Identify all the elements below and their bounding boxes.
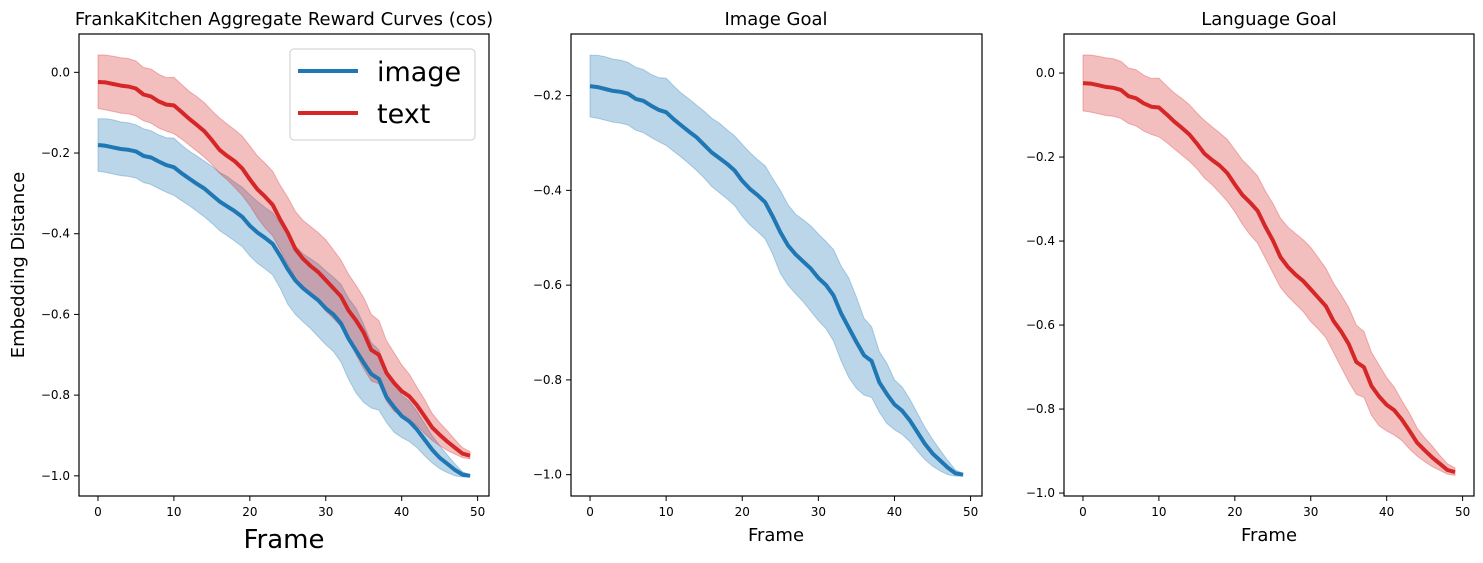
x-tick-label: 10 [166, 505, 181, 519]
y-tick-label: 0.0 [1036, 66, 1055, 80]
legend: image text [289, 48, 476, 141]
confidence-bands [1082, 54, 1456, 476]
text-mean-line [97, 80, 471, 458]
y-tick-label: −1.0 [41, 469, 70, 483]
y-tick-label: −0.6 [533, 278, 562, 292]
mean-lines [97, 80, 471, 478]
x-tick-label: 20 [735, 505, 750, 519]
y-tick-label: −0.6 [41, 307, 70, 321]
y-ticks: 0.0 −0.2 −0.4 −0.6 −0.8 −1.0 [1026, 66, 1064, 500]
subplot-language-goal: Language Goal 0 10 20 30 40 50 0.0 −0.2 −0.4 −0.… [1026, 9, 1475, 546]
text-confidence-band [1082, 54, 1456, 476]
subplot-image-goal: Image Goal 0 10 20 30 40 50 −0.2−0.4−0.6−0.8−… [533, 9, 983, 546]
x-axis-label: Frame [748, 525, 804, 546]
y-tick-label: −0.8 [533, 373, 562, 387]
x-tick-label: 50 [470, 505, 485, 519]
confidence-bands [589, 54, 964, 477]
x-tick-label: 50 [963, 505, 978, 519]
x-tick-label: 40 [887, 505, 902, 519]
x-tick-label: 0 [1079, 505, 1087, 519]
subplot-title: FrankaKitchen Aggregate Reward Curves (c… [75, 9, 493, 30]
y-tick-label: −0.8 [1026, 402, 1055, 416]
y-tick-label: −0.8 [41, 388, 70, 402]
y-tick-label: −1.0 [533, 468, 562, 482]
y-tick-label: −0.2 [533, 89, 562, 103]
x-tick-label: 50 [1455, 505, 1470, 519]
x-tick-label: 20 [242, 505, 257, 519]
x-tick-label: 30 [811, 505, 826, 519]
mean-lines [589, 84, 964, 477]
x-tick-label: 30 [318, 505, 333, 519]
y-tick-label: −0.4 [533, 183, 562, 197]
x-tick-label: 0 [94, 505, 102, 519]
y-tick-label: −1.0 [1026, 486, 1055, 500]
y-axis-label: Embedding Distance [8, 172, 29, 359]
y-tick-label: −0.4 [1026, 234, 1055, 248]
y-tick-label: −0.4 [41, 227, 70, 241]
x-tick-label: 10 [658, 505, 673, 519]
subplot-title: Image Goal [724, 9, 827, 30]
x-tick-label: 0 [586, 505, 594, 519]
x-tick-label: 40 [394, 505, 409, 519]
x-ticks: 0 10 20 30 40 50 [94, 496, 485, 519]
axes-frame [78, 33, 490, 497]
x-tick-label: 40 [1379, 505, 1394, 519]
x-ticks: 0 10 20 30 40 50 [1079, 496, 1470, 519]
y-tick-label: 0.0 [51, 65, 70, 79]
legend-label-image: image [377, 57, 461, 88]
y-ticks: 0.0 −0.2 −0.4 −0.6 −0.8 −1.0 [41, 65, 79, 483]
axes-frame [570, 33, 983, 497]
y-tick-label: −0.2 [1026, 150, 1055, 164]
x-ticks: 0 10 20 30 40 50 [586, 496, 978, 519]
text-confidence-band [97, 54, 471, 460]
image-confidence-band [589, 54, 964, 477]
image-mean-line [97, 143, 471, 478]
y-tick-label: −0.2 [41, 146, 70, 160]
axes-frame [1063, 33, 1475, 497]
y-ticks: −0.2 −0.4 −0.6 −0.8 −1.0 [533, 89, 571, 482]
x-axis-label: Frame [243, 525, 324, 555]
subplot-title: Language Goal [1201, 9, 1337, 30]
x-tick-label: 30 [1303, 505, 1318, 519]
y-tick-label: −0.6 [1026, 318, 1055, 332]
image-confidence-band [97, 118, 471, 478]
image-mean-line [589, 84, 964, 477]
x-tick-label: 20 [1227, 505, 1242, 519]
text-mean-line [1082, 81, 1456, 475]
subplot-aggregate: FrankaKitchen Aggregate Reward Curves (c… [8, 9, 493, 555]
confidence-bands [97, 54, 471, 478]
x-axis-label: Frame [1241, 525, 1297, 546]
x-tick-label: 10 [1151, 505, 1166, 519]
mean-lines [1082, 81, 1456, 475]
legend-label-text: text [377, 99, 430, 130]
